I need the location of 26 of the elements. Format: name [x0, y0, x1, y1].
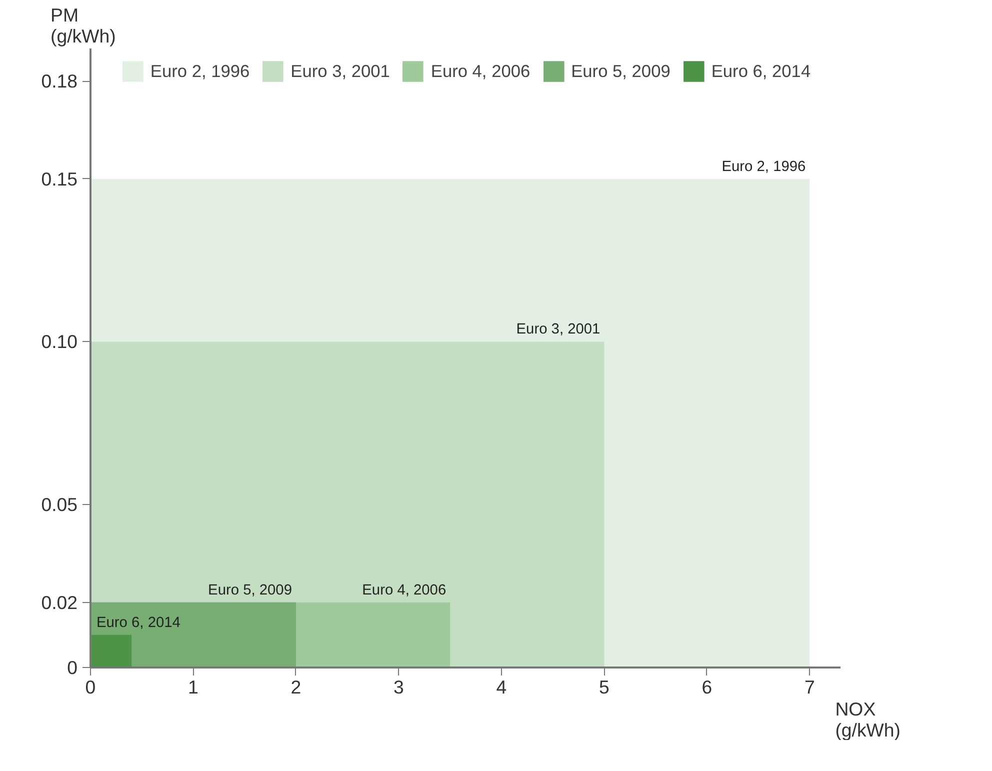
x-tick-label: 6	[702, 676, 712, 698]
y-axis-title: PM (g/kWh)	[50, 4, 116, 46]
legend-label: Euro 6, 2014	[711, 60, 811, 82]
y-tick-label: 0	[67, 657, 78, 678]
text: Euro 3, 2001	[516, 322, 600, 338]
legend-label: Euro 2, 1996	[150, 60, 250, 82]
text: Euro 2, 1996	[722, 158, 806, 175]
legend-label: Euro 5, 2009	[571, 60, 670, 82]
x-tick-label: 2	[290, 676, 302, 698]
y-tick-label: 0.05	[41, 494, 78, 516]
x-tick-label: 0	[85, 676, 96, 698]
x-axis-title: NOX (g/kWh)	[835, 698, 900, 740]
text: Euro 5, 2009	[208, 582, 292, 598]
x-tick-label: 3	[394, 676, 404, 698]
text: Euro 6, 2014	[96, 614, 180, 631]
x-tick-label: 7	[804, 676, 815, 698]
legend-label: Euro 4, 2006	[430, 60, 530, 82]
y-tick-label: 0.15	[41, 168, 78, 190]
x-tick-label: 5	[599, 676, 610, 698]
y-tick-label: 0.18	[41, 70, 78, 92]
x-tick-label: 4	[496, 676, 507, 698]
y-tick-label: 0.10	[41, 331, 78, 352]
text: Euro 4, 2006	[362, 582, 446, 598]
y-tick-label: 0.02	[41, 592, 78, 613]
legend-label: Euro 3, 2001	[290, 60, 390, 82]
x-tick-label: 1	[188, 676, 198, 698]
